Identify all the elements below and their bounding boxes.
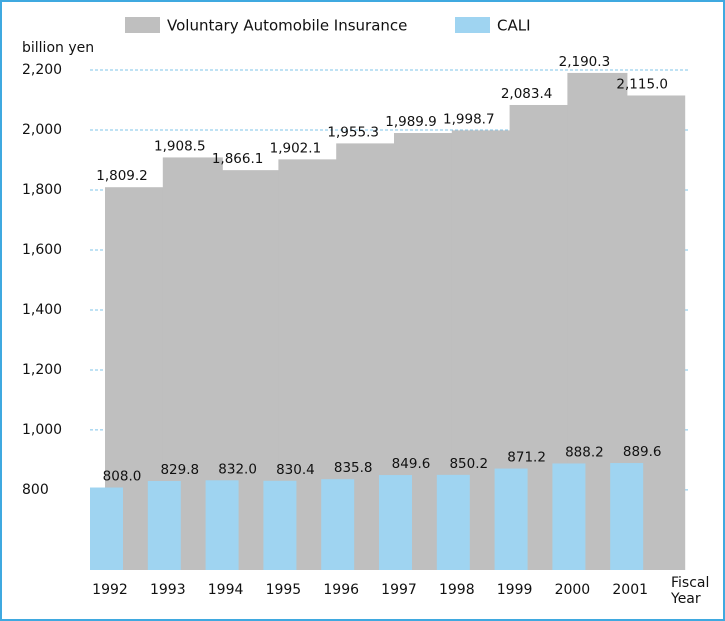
legend-label: Voluntary Automobile Insurance bbox=[167, 17, 407, 35]
value-label: 850.2 bbox=[449, 456, 488, 472]
bar bbox=[147, 480, 181, 570]
value-label: 1,809.2 bbox=[96, 168, 148, 184]
value-label: 832.0 bbox=[218, 461, 257, 477]
value-label: 2,190.3 bbox=[559, 54, 611, 70]
x-tick-label: 1994 bbox=[208, 582, 244, 598]
y-tick-label: 2,200 bbox=[22, 62, 62, 78]
value-label: 1,955.3 bbox=[327, 124, 379, 140]
value-label: 1,902.1 bbox=[270, 140, 322, 156]
y-tick-label: 2,000 bbox=[22, 122, 62, 138]
x-tick-label: 1997 bbox=[381, 582, 417, 598]
value-label: 871.2 bbox=[507, 450, 546, 466]
y-tick-label: 1,400 bbox=[22, 302, 62, 318]
value-label: 889.6 bbox=[623, 444, 662, 460]
x-tick-label: 2001 bbox=[612, 582, 648, 598]
y-tick-label: 800 bbox=[22, 482, 49, 498]
bar bbox=[610, 463, 644, 570]
y-tick-label: 1,600 bbox=[22, 242, 62, 258]
legend-label: CALI bbox=[497, 17, 531, 35]
x-tick-label: 1993 bbox=[150, 582, 186, 598]
x-tick-label: 1995 bbox=[266, 582, 302, 598]
y-tick-label: 1,000 bbox=[22, 422, 62, 438]
value-label: 808.0 bbox=[103, 469, 142, 485]
value-label: 1,989.9 bbox=[385, 114, 437, 130]
y-tick-label: 1,200 bbox=[22, 362, 62, 378]
x-axis-label: Fiscal Year bbox=[670, 575, 709, 607]
value-label: 835.8 bbox=[334, 460, 373, 476]
bar bbox=[321, 479, 355, 570]
value-label: 830.4 bbox=[276, 462, 315, 478]
value-label: 1,866.1 bbox=[212, 151, 264, 167]
value-label: 1,908.5 bbox=[154, 138, 206, 154]
y-tick-label: 1,800 bbox=[22, 182, 62, 198]
x-tick-label: 1996 bbox=[323, 582, 359, 598]
x-tick-label: 1998 bbox=[439, 582, 475, 598]
bar bbox=[436, 474, 470, 570]
legend-swatch bbox=[455, 17, 490, 33]
value-label: 2,083.4 bbox=[501, 86, 553, 102]
bar bbox=[379, 475, 412, 570]
legend-swatch bbox=[125, 17, 160, 33]
value-label: 829.8 bbox=[160, 462, 199, 478]
bar bbox=[494, 468, 528, 570]
x-tick-label: 2000 bbox=[555, 582, 591, 598]
value-label: 888.2 bbox=[565, 444, 604, 460]
bar bbox=[205, 480, 239, 570]
y-axis-label: billion yen bbox=[22, 40, 94, 56]
bar bbox=[90, 487, 123, 570]
bar bbox=[552, 463, 586, 570]
value-label: 849.6 bbox=[392, 456, 431, 472]
x-tick-label: 1992 bbox=[92, 582, 128, 598]
x-tick-label: 1999 bbox=[497, 582, 533, 598]
bar bbox=[263, 480, 297, 570]
value-label: 2,115.0 bbox=[616, 76, 668, 92]
value-label: 1,998.7 bbox=[443, 111, 495, 127]
